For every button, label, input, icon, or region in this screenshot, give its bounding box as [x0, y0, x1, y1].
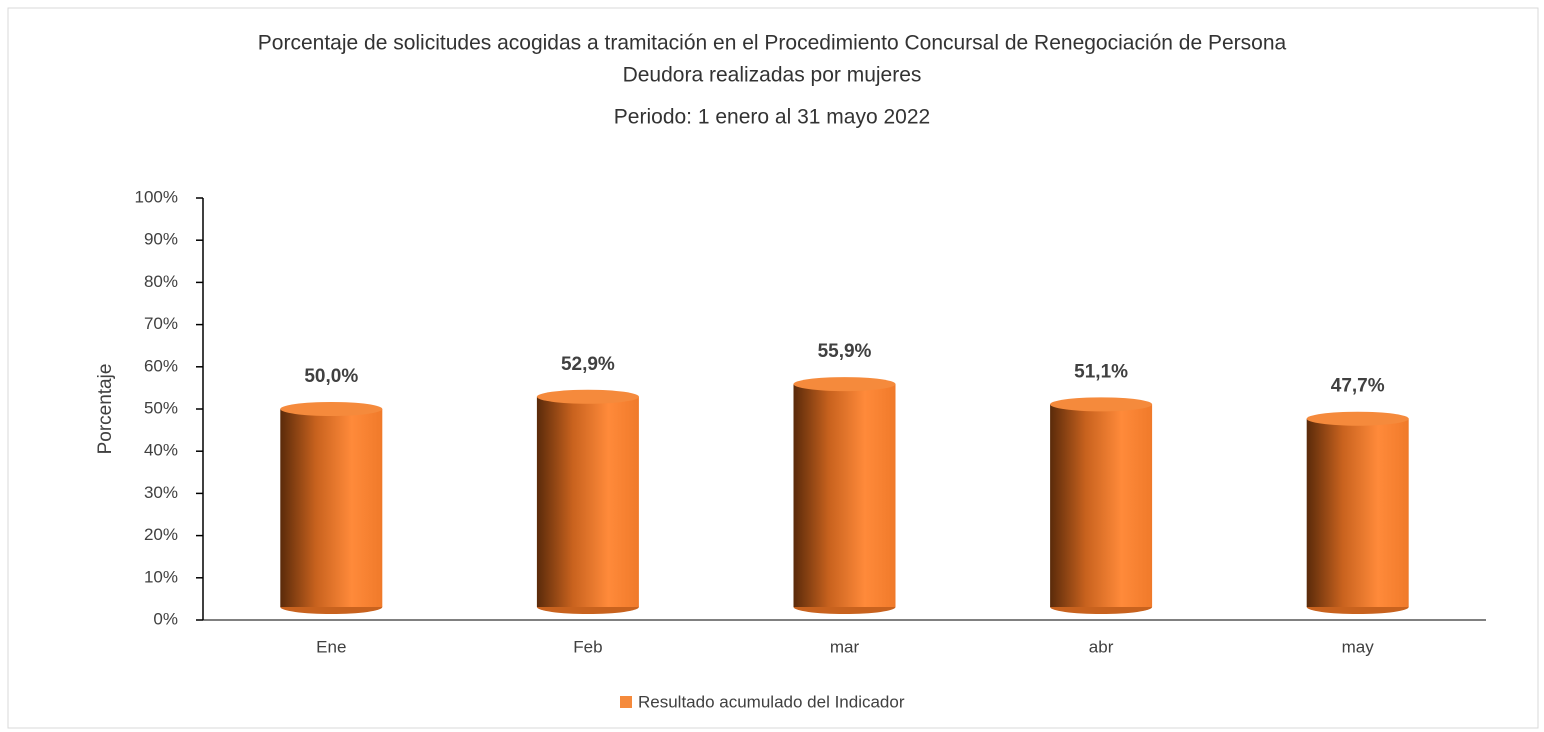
x-tick-label: Feb [573, 637, 602, 656]
chart-frame [7, 7, 1539, 729]
cylinder-body [280, 409, 383, 607]
x-tick-label: abr [1089, 637, 1114, 656]
cylinder-top [793, 377, 896, 392]
chart-title: Deudora realizadas por mujeres [623, 64, 922, 87]
cylinder-body [536, 396, 639, 607]
y-tick-label: 50% [144, 398, 178, 417]
chart-subtitle: Periodo: 1 enero al 31 mayo 2022 [614, 106, 930, 129]
cylinder-top [280, 402, 383, 416]
y-tick-label: 80% [144, 272, 178, 291]
chart-title: Porcentaje de solicitudes acogidas a tra… [258, 32, 1287, 55]
y-axis-label: Porcentaje [95, 364, 116, 455]
cylinder-top [536, 389, 639, 404]
x-tick-label: Ene [316, 637, 346, 656]
x-tick-label: mar [830, 637, 860, 656]
cylinder-top [1306, 411, 1409, 426]
cylinder-body [1050, 404, 1153, 607]
value-label: 47,7% [1331, 376, 1385, 397]
value-label: 51,1% [1074, 361, 1128, 382]
y-tick-label: 20% [144, 525, 178, 544]
y-tick-label: 100% [135, 187, 178, 206]
cylinder-body [1306, 418, 1409, 607]
cylinder-top [1050, 397, 1153, 412]
y-tick-label: 40% [144, 441, 178, 460]
legend-label: Resultado acumulado del Indicador [638, 692, 905, 711]
y-tick-label: 30% [144, 483, 178, 502]
y-tick-label: 60% [144, 356, 178, 375]
value-label: 52,9% [561, 354, 615, 375]
y-tick-label: 0% [153, 609, 178, 628]
y-tick-label: 90% [144, 230, 178, 249]
y-tick-label: 10% [144, 567, 178, 586]
y-tick-label: 70% [144, 314, 178, 333]
value-label: 50,0% [304, 366, 358, 387]
x-tick-label: may [1342, 637, 1375, 656]
value-label: 55,9% [818, 341, 872, 362]
legend-swatch [620, 696, 632, 708]
cylinder-body [793, 384, 896, 607]
